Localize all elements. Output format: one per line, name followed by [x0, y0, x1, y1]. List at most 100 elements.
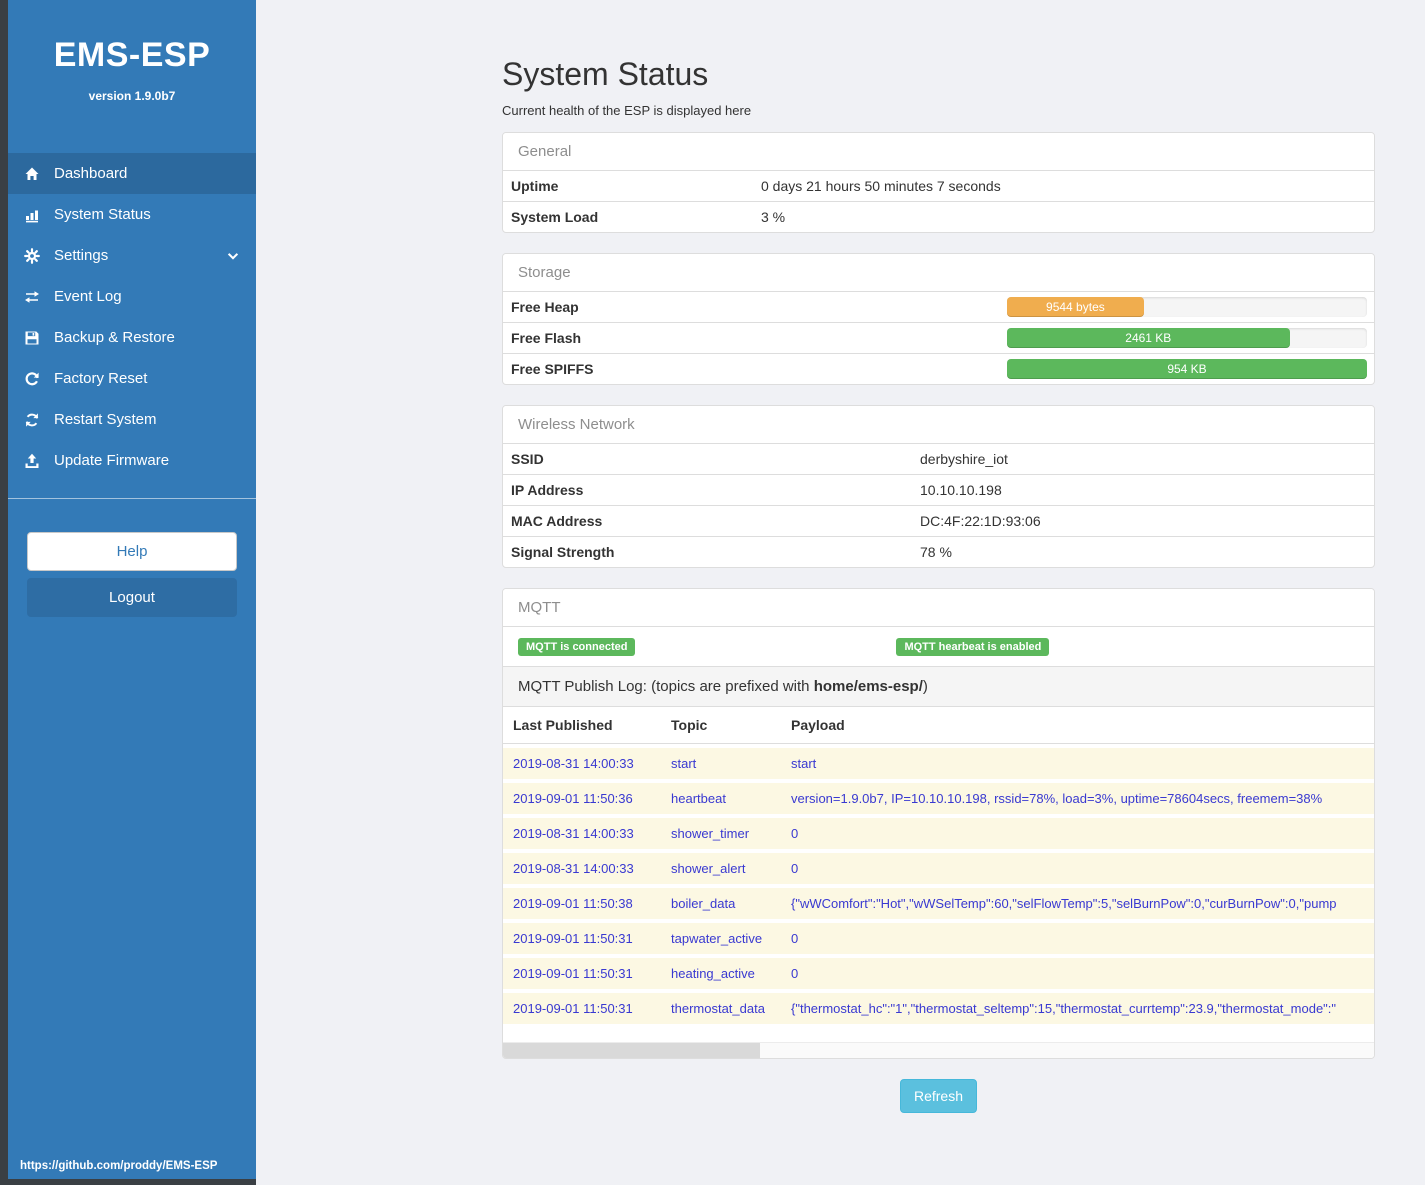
wireless-table: SSID derbyshire_iot IP Address 10.10.10.198…	[503, 444, 1374, 567]
topic-cell: thermostat_data	[671, 1001, 765, 1016]
mqtt-connected-cell: MQTT is connected	[518, 637, 896, 656]
general-table: Uptime 0 days 21 hours 50 minutes 7 secon…	[503, 171, 1374, 232]
last-published-cell: 2019-08-31 14:00:33	[513, 756, 634, 771]
scrollbar-thumb[interactable]	[503, 1043, 760, 1058]
log-row: 2019-09-01 11:50:31 thermostat_data {"ther…	[503, 989, 1374, 1024]
github-link[interactable]: https://github.com/proddy/EMS-ESP	[20, 1160, 218, 1172]
sidebar-menu: Dashboard System Status Settings Event Log B…	[8, 153, 256, 481]
last-published-cell: 2019-08-31 14:00:33	[513, 861, 634, 876]
last-published-cell: 2019-09-01 11:50:31	[513, 1001, 633, 1016]
table-row: MAC Address DC:4F:22:1D:93:06	[503, 505, 1374, 536]
table-row: Signal Strength 78 %	[503, 536, 1374, 567]
log-col-topic: Topic	[671, 717, 708, 733]
progress-bar-track: 9544 bytes	[1007, 297, 1367, 317]
general-panel: General Uptime 0 days 21 hours 50 minutes…	[502, 132, 1375, 233]
sidebar-item-label: System Status	[54, 206, 151, 223]
storage-panel-heading: Storage	[503, 254, 1374, 292]
app-version: version 1.9.0b7	[88, 89, 176, 103]
mqtt-connected-badge: MQTT is connected	[518, 638, 636, 656]
progress-bar-track: 954 KB	[1007, 359, 1367, 379]
help-button[interactable]: Help	[27, 532, 237, 571]
sidebar-item-label: Backup & Restore	[54, 329, 175, 346]
row-label: Signal Strength	[511, 544, 615, 560]
log-table-header: Last Published Topic Payload	[503, 707, 1374, 744]
log-row: 2019-09-01 11:50:36 heartbeat version=1.9.…	[503, 779, 1374, 814]
page-title: System Status	[502, 56, 709, 92]
topic-cell: tapwater_active	[671, 931, 763, 946]
topic-cell: heartbeat	[671, 791, 726, 806]
log-row: 2019-08-31 14:00:33 shower_alert 0	[503, 849, 1374, 884]
progress-bar-fill: 9544 bytes	[1007, 297, 1144, 317]
row-value: 78 %	[920, 544, 952, 560]
refresh-button[interactable]: Refresh	[899, 1079, 978, 1113]
chevron-down-icon	[226, 249, 240, 263]
brand: EMS-ESP version 1.9.0b7	[8, 0, 256, 103]
payload-cell: version=1.9.0b7, IP=10.10.10.198, rssid=…	[791, 791, 1323, 806]
progress-bar-fill: 954 KB	[1007, 359, 1367, 379]
table-row: Free Heap 9544 bytes	[503, 292, 1374, 322]
progress-bar-track: 2461 KB	[1007, 328, 1367, 348]
log-table-body: 2019-08-31 14:00:33 start start 2019-09-01 …	[503, 744, 1374, 1024]
table-row: SSID derbyshire_iot	[503, 444, 1374, 474]
table-row: Free Flash 2461 KB	[503, 322, 1374, 353]
sidebar-divider	[8, 498, 256, 499]
table-row: Free SPIFFS 954 KB	[503, 353, 1374, 384]
sidebar-item-label: Update Firmware	[54, 452, 170, 469]
sidebar-item-update-firmware[interactable]: Update Firmware	[8, 440, 256, 481]
sidebar-item-label: Event Log	[54, 288, 122, 305]
row-value: DC:4F:22:1D:93:06	[920, 513, 1041, 529]
row-value: 3 %	[761, 209, 786, 225]
sidebar-item-label: Settings	[54, 247, 109, 264]
sidebar-panel: EMS-ESP version 1.9.0b7 Dashboard System …	[8, 0, 256, 1179]
last-published-cell: 2019-09-01 11:50:38	[513, 896, 633, 911]
mqtt-panel-heading: MQTT	[503, 589, 1374, 627]
last-published-cell: 2019-09-01 11:50:31	[513, 931, 633, 946]
log-col-payload: Payload	[791, 717, 845, 733]
topic-cell: start	[671, 756, 697, 771]
refresh-row: Refresh	[502, 1079, 1375, 1113]
topic-cell: shower_alert	[671, 861, 746, 876]
logout-button[interactable]: Logout	[27, 578, 237, 617]
sidebar-item-backup-restore[interactable]: Backup & Restore	[8, 317, 256, 358]
last-published-cell: 2019-08-31 14:00:33	[513, 826, 634, 841]
sidebar-item-restart-system[interactable]: Restart System	[8, 399, 256, 440]
storage-table: Free Heap 9544 bytes Free Flash 2461 KB Free…	[503, 292, 1374, 384]
log-row: 2019-09-01 11:50:38 boiler_data {"wWComfor…	[503, 884, 1374, 919]
publish-log-topic-prefix: home/ems-esp/	[813, 678, 923, 695]
table-row: IP Address 10.10.10.198	[503, 474, 1374, 505]
row-label: MAC Address	[511, 513, 603, 529]
horizontal-scrollbar[interactable]	[503, 1042, 1374, 1058]
topic-cell: boiler_data	[671, 896, 736, 911]
save-icon	[24, 330, 42, 346]
log-row: 2019-09-01 11:50:31 heating_active 0	[503, 954, 1374, 989]
payload-cell: 0	[791, 861, 799, 876]
row-label: Free SPIFFS	[511, 361, 594, 377]
storage-panel: Storage Free Heap 9544 bytes Free Flash 246…	[502, 253, 1375, 385]
publish-log-prefix: MQTT Publish Log: (topics are prefixed w…	[518, 678, 814, 695]
general-panel-heading: General	[503, 133, 1374, 171]
row-value: derbyshire_iot	[920, 451, 1008, 467]
sidebar-item-dashboard[interactable]: Dashboard	[8, 153, 256, 194]
sidebar: EMS-ESP version 1.9.0b7 Dashboard System …	[0, 0, 256, 1185]
exchange-icon	[24, 289, 42, 305]
table-row: Uptime 0 days 21 hours 50 minutes 7 secon…	[503, 171, 1374, 201]
page-subtitle: Current health of the ESP is displayed h…	[502, 103, 752, 118]
sidebar-item-settings[interactable]: Settings	[8, 235, 256, 276]
sidebar-item-event-log[interactable]: Event Log	[8, 276, 256, 317]
payload-cell: {"wWComfort":"Hot","wWSelTemp":60,"selFl…	[791, 896, 1337, 911]
mqtt-status-row: MQTT is connected MQTT hearbeat is enabl…	[503, 627, 1374, 667]
row-label: Uptime	[511, 178, 559, 194]
sidebar-item-system-status[interactable]: System Status	[8, 194, 256, 235]
log-row: 2019-08-31 14:00:33 start start	[503, 744, 1374, 779]
payload-cell: start	[791, 756, 817, 771]
log-col-last-published: Last Published	[513, 717, 613, 733]
wireless-panel: Wireless Network SSID derbyshire_iot IP Ad…	[502, 405, 1375, 568]
last-published-cell: 2019-09-01 11:50:31	[513, 966, 633, 981]
log-row: 2019-08-31 14:00:33 shower_timer 0	[503, 814, 1374, 849]
upload-icon	[24, 453, 42, 469]
sidebar-item-factory-reset[interactable]: Factory Reset	[8, 358, 256, 399]
log-row: 2019-09-01 11:50:31 tapwater_active 0	[503, 919, 1374, 954]
sync-icon	[24, 412, 42, 428]
mqtt-publish-log-caption: MQTT Publish Log: (topics are prefixed w…	[503, 667, 1374, 707]
table-gap	[503, 1024, 1374, 1042]
